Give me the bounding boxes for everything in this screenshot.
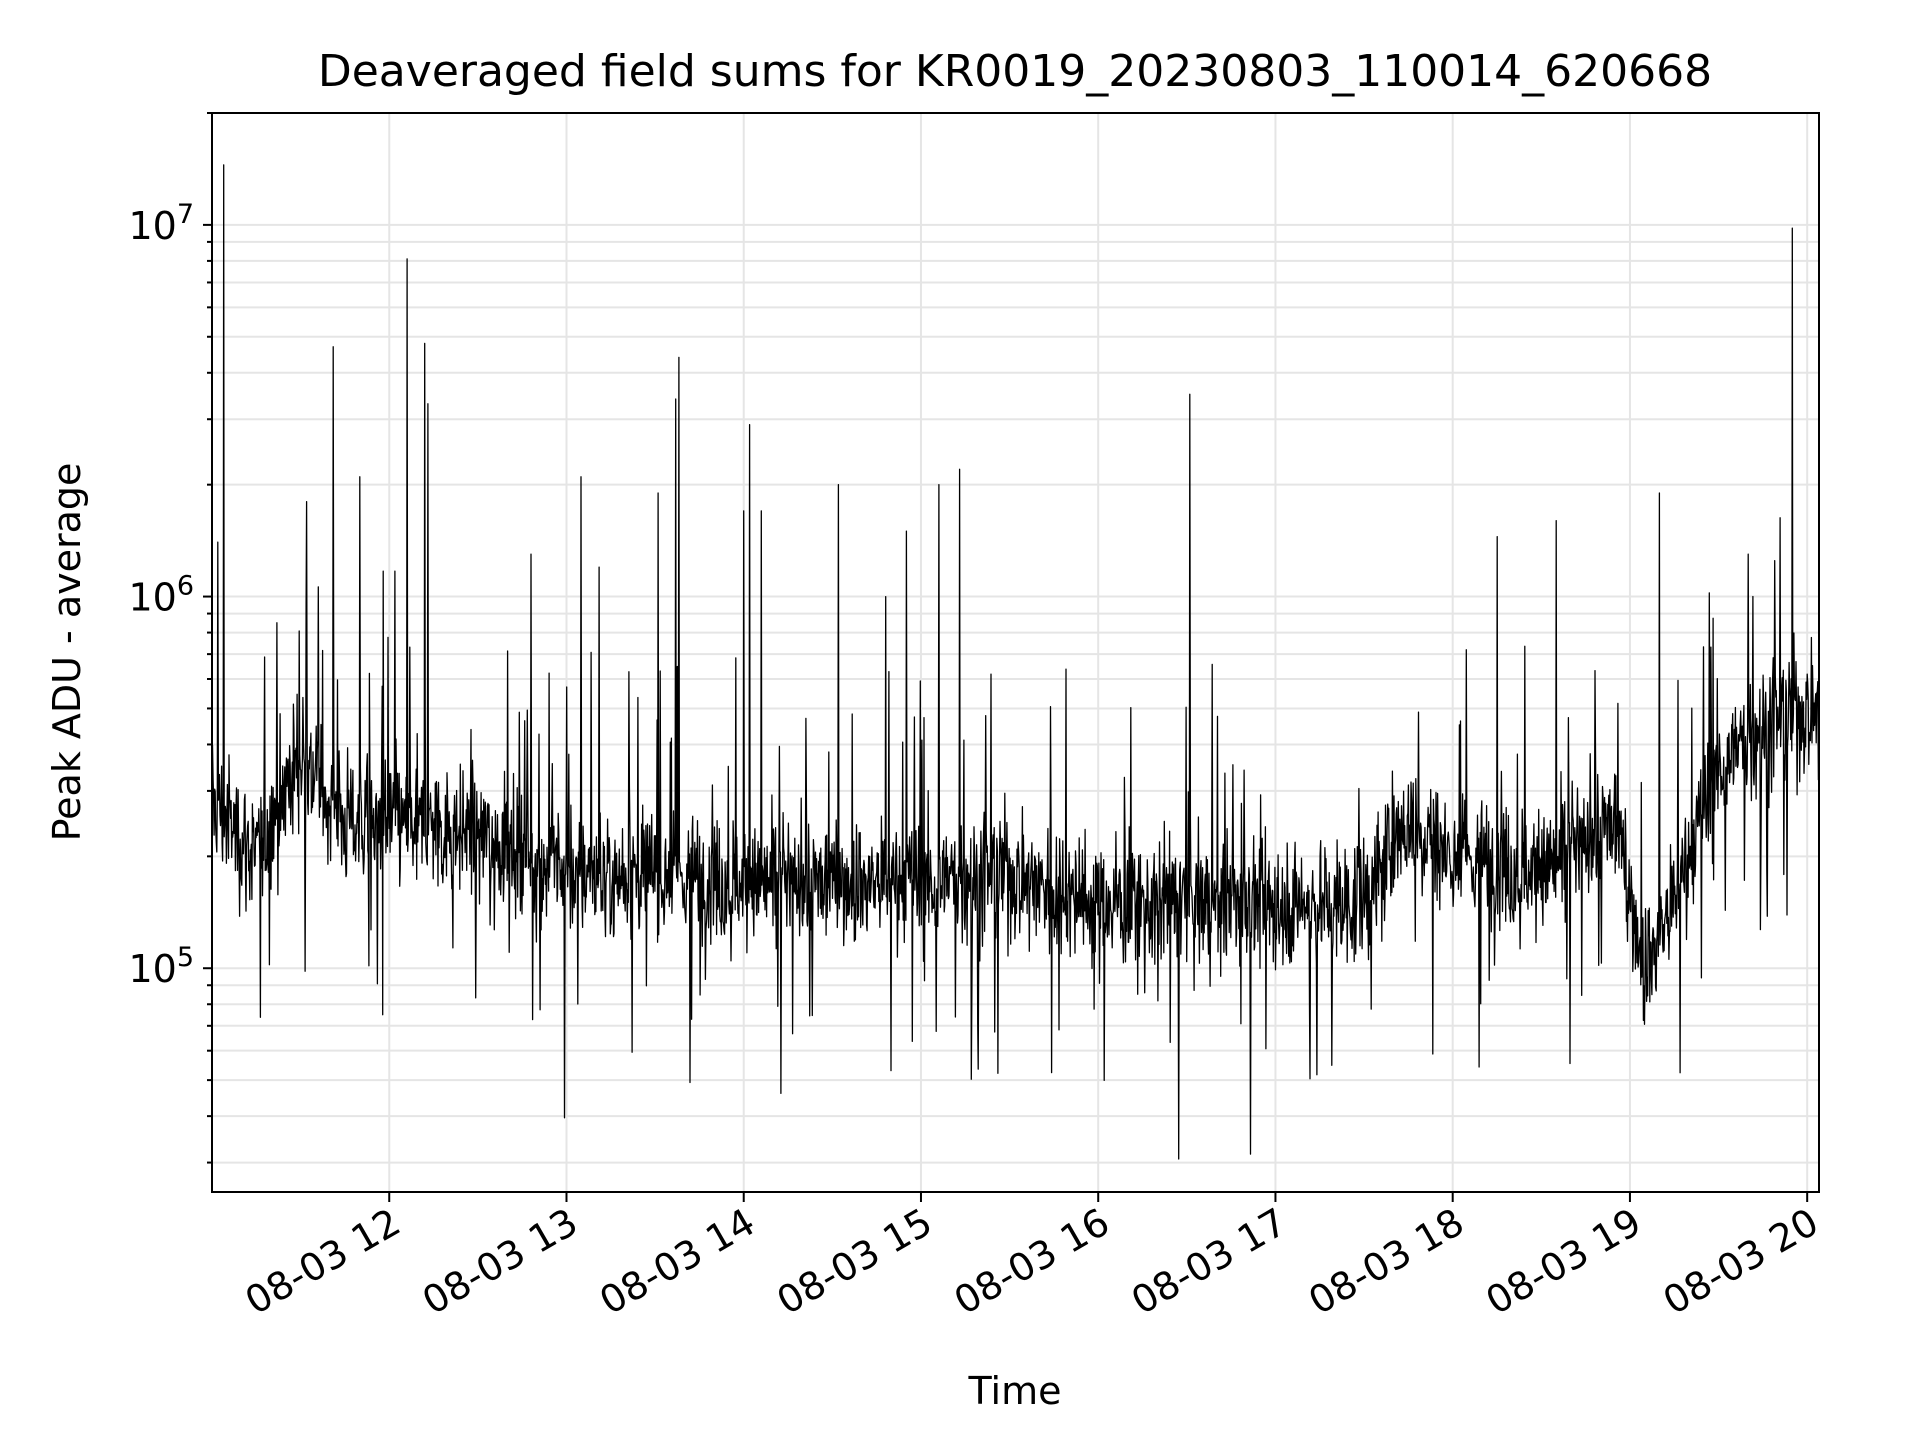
chart-title: Deaveraged field sums for KR0019_2023080… xyxy=(318,46,1712,97)
y-axis-label: Peak ADU - average xyxy=(45,463,89,842)
series-layer xyxy=(211,164,1820,1160)
x-axis-label: Time xyxy=(968,1369,1062,1413)
y-tick-label: 106 xyxy=(128,571,194,620)
series-line xyxy=(211,164,1820,1160)
y-tick-label: 107 xyxy=(128,199,194,248)
y-tick-label: 105 xyxy=(128,942,194,991)
plot-frame xyxy=(211,112,1820,1193)
